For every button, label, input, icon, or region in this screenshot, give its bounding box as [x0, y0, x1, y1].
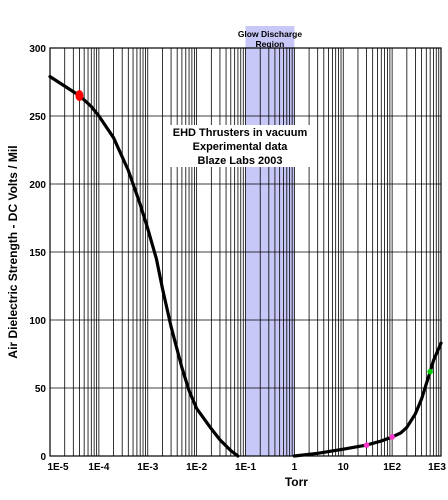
x-tick-label: 1E2 [383, 462, 401, 473]
y-axis-label: Air Dielectric Strength - DC Volts / Mil [6, 145, 20, 358]
grid-lines [49, 47, 441, 457]
y-tick-label: 50 [35, 384, 47, 395]
x-tick-label: 1E-4 [88, 462, 110, 473]
band-label-line2: Region [256, 39, 285, 49]
y-tick-label: 200 [29, 180, 46, 191]
x-tick-labels: 1E-5 1E-4 1E-3 1E-2 1E-1 1 10 1E2 1E3 [47, 462, 446, 473]
x-tick-label: 1E3 [428, 462, 446, 473]
y-tick-label: 0 [40, 452, 46, 463]
data-marker [363, 442, 370, 448]
x-axis-label: Torr [285, 475, 308, 489]
x-tick-label: 1E-1 [235, 462, 257, 473]
annotation-box [165, 125, 313, 167]
y-tick-label: 300 [29, 44, 46, 55]
x-tick-label: 1E-2 [186, 462, 208, 473]
x-tick-label: 10 [338, 462, 350, 473]
annotation-line-1: EHD Thrusters in vacuum [173, 127, 308, 139]
curve-segment-1 [48, 75, 240, 458]
y-tick-labels: 0 50 100 150 200 250 300 [29, 44, 46, 463]
annotation-line-3: Blaze Labs 2003 [198, 155, 283, 167]
data-marker [75, 90, 84, 102]
plot-border [49, 47, 442, 457]
x-tick-label: 1 [292, 462, 298, 473]
x-tick-label: 1E-3 [137, 462, 159, 473]
markers [75, 90, 433, 448]
y-tick-label: 100 [29, 316, 46, 327]
y-tick-label: 250 [29, 112, 46, 123]
annotation-line-2: Experimental data [193, 141, 289, 153]
data-marker [427, 368, 433, 375]
y-tick-label: 150 [29, 248, 46, 259]
band-label-line1: Glow Discharge [238, 29, 303, 39]
x-tick-label: 1E-5 [47, 462, 69, 473]
data-marker [389, 434, 395, 440]
glow-discharge-band [245, 26, 295, 456]
